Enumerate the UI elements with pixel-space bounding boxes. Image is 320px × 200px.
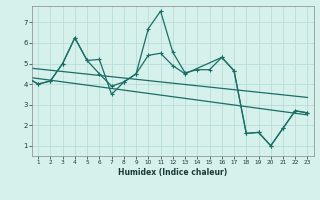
X-axis label: Humidex (Indice chaleur): Humidex (Indice chaleur) <box>118 168 228 177</box>
